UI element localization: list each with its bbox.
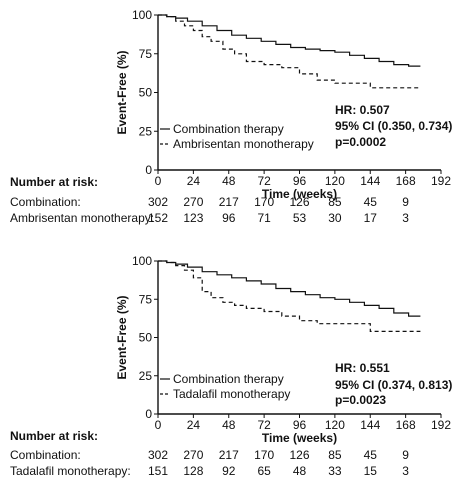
panel1-risk-table-title: Number at risk: xyxy=(10,175,98,189)
panel2-risk-count: 126 xyxy=(289,448,309,462)
panel1-risk-count: 85 xyxy=(328,195,342,209)
panel2-x-axis-label: Time (weeks) xyxy=(262,431,337,445)
panel2-stat-annotation: 95% CI (0.374, 0.813) xyxy=(335,378,452,392)
panel2-legend-label: Combination therapy xyxy=(173,372,284,386)
panel1-risk-row-label: Combination: xyxy=(10,195,81,209)
panel2-risk-count: 270 xyxy=(183,448,203,462)
panel1-risk-count: 302 xyxy=(148,195,168,209)
panel2-y-tick-label: 100 xyxy=(132,254,152,268)
panel2-risk-count: 217 xyxy=(219,448,239,462)
panel1-risk-count: 9 xyxy=(402,195,409,209)
panel2-risk-count: 92 xyxy=(222,464,236,478)
panel1-y-tick-label: 50 xyxy=(139,86,153,100)
panel2-x-tick-label: 168 xyxy=(396,418,416,432)
panel1-risk-count: 217 xyxy=(219,195,239,209)
panel1-x-tick-label: 72 xyxy=(257,174,271,188)
panel2-risk-count: 3 xyxy=(402,464,409,478)
panel2-x-tick-label: 24 xyxy=(187,418,201,432)
panel1-stat-annotation: HR: 0.507 xyxy=(335,103,390,117)
panel2-x-tick-label: 72 xyxy=(257,418,271,432)
panel1-y-tick-label: 25 xyxy=(139,124,153,138)
panel2-x-tick-label: 144 xyxy=(360,418,380,432)
panel2-risk-row-label: Combination: xyxy=(10,448,81,462)
panel1-stat-annotation: 95% CI (0.350, 0.734) xyxy=(335,119,452,133)
panel2-risk-count: 128 xyxy=(183,464,203,478)
panel2-risk-count: 65 xyxy=(257,464,271,478)
panel1-series-combination-line xyxy=(158,14,421,67)
panel2-risk-count: 302 xyxy=(148,448,168,462)
panel2-legend-label: Tadalafil monotherapy xyxy=(173,387,290,401)
panel1-risk-row-label: Ambrisentan monotherapy: xyxy=(10,211,154,225)
panel1-risk-count: 45 xyxy=(364,195,378,209)
panel1-y-tick-label: 100 xyxy=(132,8,152,22)
panel2-risk-count: 9 xyxy=(402,448,409,462)
panel2-risk-count: 48 xyxy=(293,464,307,478)
panel1-series-monotherapy-line xyxy=(158,14,421,89)
panel1-x-tick-label: 96 xyxy=(293,174,307,188)
panel1-y-tick-label: 0 xyxy=(145,163,152,177)
panel1-risk-count: 152 xyxy=(148,211,168,225)
panel1-risk-count: 123 xyxy=(183,211,203,225)
panel1-x-tick-label: 192 xyxy=(431,174,451,188)
panel1-x-axis-label: Time (weeks) xyxy=(262,187,337,201)
panel2-risk-count: 85 xyxy=(328,448,342,462)
panel2-x-tick-label: 96 xyxy=(293,418,307,432)
panel1-x-tick-label: 168 xyxy=(396,174,416,188)
panel2-y-tick-label: 0 xyxy=(145,407,152,421)
panel1-x-tick-label: 48 xyxy=(222,174,236,188)
panel2-x-tick-label: 48 xyxy=(222,418,236,432)
panel1-risk-count: 53 xyxy=(293,211,307,225)
panel1-risk-count: 270 xyxy=(183,195,203,209)
panel2-y-tick-label: 75 xyxy=(139,292,153,306)
panel2-stat-annotation: HR: 0.551 xyxy=(335,361,390,375)
panel1-risk-count: 126 xyxy=(289,195,309,209)
panel1-x-tick-label: 120 xyxy=(325,174,345,188)
panel1-risk-count: 30 xyxy=(328,211,342,225)
panel1-risk-count: 3 xyxy=(402,211,409,225)
panel2-risk-count: 170 xyxy=(254,448,274,462)
panel2-risk-count: 45 xyxy=(364,448,378,462)
panel1-y-axis-label: Event-Free (%) xyxy=(115,50,129,134)
panel2-risk-row-label: Tadalafil monotherapy: xyxy=(10,464,131,478)
panel1-y-tick-label: 75 xyxy=(139,47,153,61)
panel2-x-tick-label: 0 xyxy=(155,418,162,432)
panel2-y-tick-label: 50 xyxy=(139,331,153,345)
panel1-risk-count: 170 xyxy=(254,195,274,209)
panel2-y-tick-label: 25 xyxy=(139,369,153,383)
panel2-risk-table-title: Number at risk: xyxy=(10,429,98,443)
panel2-y-axis-label: Event-Free (%) xyxy=(115,295,129,379)
panel2-x-tick-label: 192 xyxy=(431,418,451,432)
panel2-series-monotherapy-line xyxy=(158,260,421,332)
panel2-stat-annotation: p=0.0023 xyxy=(335,393,386,407)
panel1-risk-count: 71 xyxy=(257,211,271,225)
panel2-risk-count: 33 xyxy=(328,464,342,478)
panel2-risk-count: 15 xyxy=(364,464,378,478)
panel2-x-tick-label: 120 xyxy=(325,418,345,432)
panel1-x-tick-label: 0 xyxy=(155,174,162,188)
panel1-risk-count: 96 xyxy=(222,211,236,225)
panel1-stat-annotation: p=0.0002 xyxy=(335,135,386,149)
panel1-risk-count: 17 xyxy=(364,211,378,225)
panel1-legend-label: Combination therapy xyxy=(173,122,284,136)
panel2-series-combination-line xyxy=(158,260,421,317)
panel2-risk-count: 151 xyxy=(148,464,168,478)
panel1-x-tick-label: 144 xyxy=(360,174,380,188)
panel1-legend-label: Ambrisentan monotherapy xyxy=(173,137,314,151)
panel1-x-tick-label: 24 xyxy=(187,174,201,188)
